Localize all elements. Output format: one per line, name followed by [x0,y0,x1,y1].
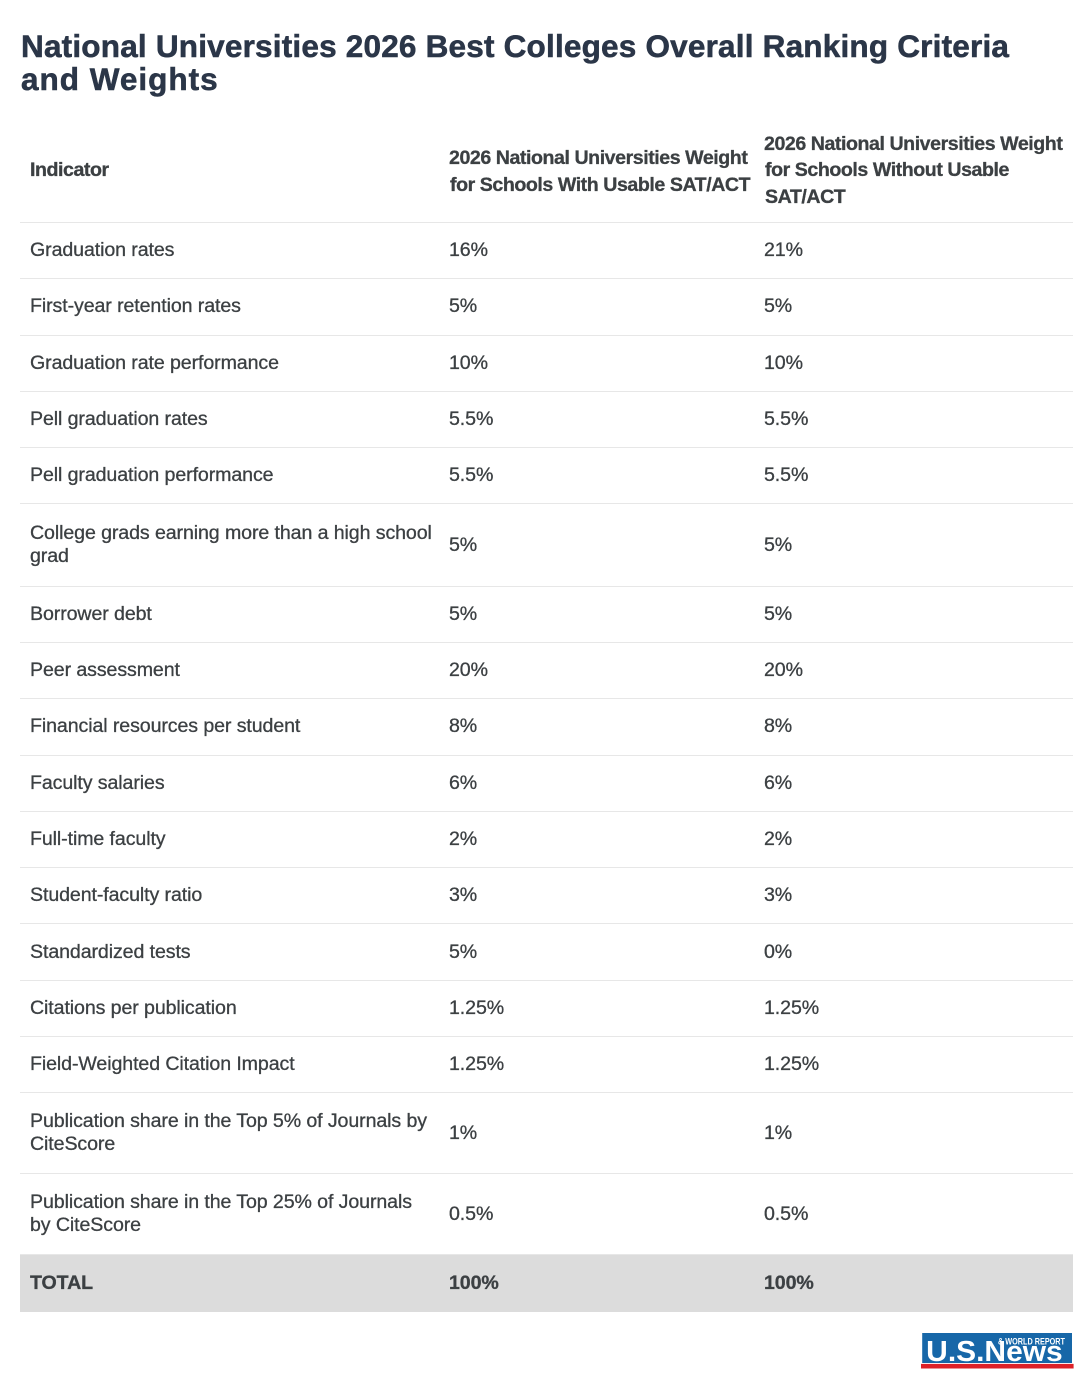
svg-text:& WORLD REPORT: & WORLD REPORT [998,1336,1065,1346]
svg-text:U.S.News: U.S.News [926,1335,1062,1367]
